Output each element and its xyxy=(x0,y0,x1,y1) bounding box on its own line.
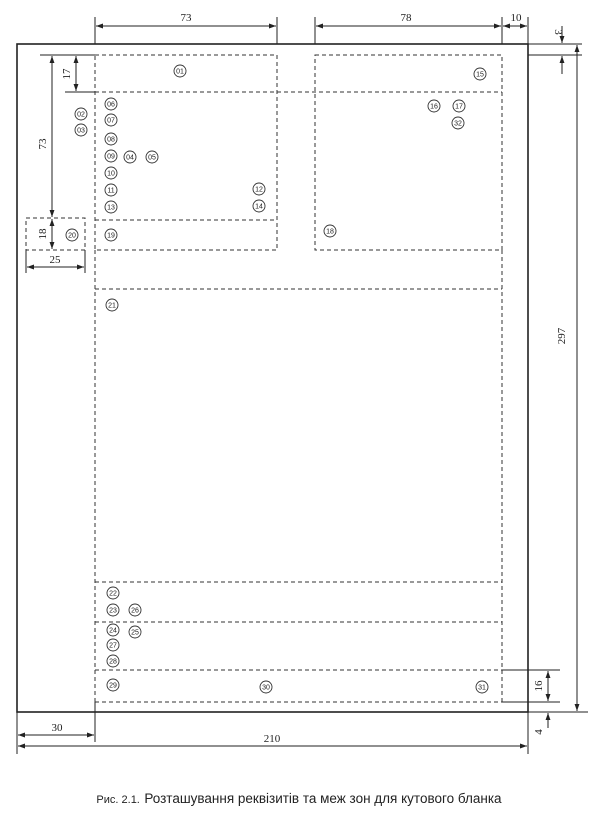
svg-text:06: 06 xyxy=(107,102,115,109)
dim-stamp-height-label: 18 xyxy=(37,228,49,240)
requisite-marker: 08 xyxy=(104,132,118,146)
svg-text:03: 03 xyxy=(77,128,85,135)
requisite-marker: 15 xyxy=(473,67,487,81)
requisite-marker: 29 xyxy=(106,678,120,692)
requisite-marker: 03 xyxy=(74,123,88,137)
svg-text:22: 22 xyxy=(109,591,117,598)
requisite-marker: 24 xyxy=(106,623,120,637)
svg-text:10: 10 xyxy=(107,171,115,178)
stamp-zone xyxy=(25,217,86,251)
svg-text:12: 12 xyxy=(255,187,263,194)
dim-bottom-margin-label: 4 xyxy=(533,729,545,735)
svg-text:29: 29 xyxy=(109,683,117,690)
requisite-marker: 26 xyxy=(128,603,142,617)
svg-text:01: 01 xyxy=(176,69,184,76)
svg-text:16: 16 xyxy=(430,104,438,111)
left-header-zone xyxy=(94,54,278,251)
svg-text:11: 11 xyxy=(107,188,114,195)
svg-text:25: 25 xyxy=(131,630,139,637)
requisite-marker: 18 xyxy=(323,224,337,238)
svg-text:23: 23 xyxy=(109,608,117,615)
dim-bottom-zone-height-label: 16 xyxy=(533,680,545,692)
figure-caption-text: Розташування реквізитів та меж зон для к… xyxy=(144,791,502,806)
requisite-marker: 32 xyxy=(451,116,465,130)
requisite-marker: 06 xyxy=(104,97,118,111)
dim-right-margin-label: 10 xyxy=(511,12,523,24)
svg-text:32: 32 xyxy=(454,121,462,128)
requisite-marker: 10 xyxy=(104,166,118,180)
dim-block-height-label: 73 xyxy=(37,138,49,150)
svg-text:30: 30 xyxy=(262,685,270,692)
requisite-marker: 21 xyxy=(105,298,119,312)
figure-caption: Рис. 2.1. Розташування реквізитів та меж… xyxy=(0,790,598,808)
svg-text:20: 20 xyxy=(68,233,76,240)
svg-text:08: 08 xyxy=(107,137,115,144)
requisite-marker: 11 xyxy=(104,183,118,197)
requisite-marker: 09 xyxy=(104,149,118,163)
requisite-marker: 12 xyxy=(252,182,266,196)
svg-text:27: 27 xyxy=(109,643,117,650)
svg-text:13: 13 xyxy=(107,205,115,212)
requisite-marker: 05 xyxy=(145,150,159,164)
svg-text:26: 26 xyxy=(131,608,139,615)
requisite-marker: 22 xyxy=(106,586,120,600)
svg-text:09: 09 xyxy=(107,154,115,161)
requisite-marker: 27 xyxy=(106,638,120,652)
svg-text:18: 18 xyxy=(326,229,334,236)
requisite-marker: 16 xyxy=(427,99,441,113)
requisite-marker: 23 xyxy=(106,603,120,617)
requisite-marker: 25 xyxy=(128,625,142,639)
dimension-lines: 73 78 10 3 297 16 4 17 73 xyxy=(16,12,588,754)
dim-page-width-label: 210 xyxy=(264,733,281,745)
zone-boundaries xyxy=(25,54,503,703)
dim-stamp-width-label: 25 xyxy=(50,254,62,266)
svg-text:24: 24 xyxy=(109,628,117,635)
requisite-marker: 20 xyxy=(65,228,79,242)
svg-text:19: 19 xyxy=(107,233,115,240)
dim-page-height-label: 297 xyxy=(556,327,568,344)
svg-text:05: 05 xyxy=(148,155,156,162)
svg-text:14: 14 xyxy=(255,204,263,211)
dim-top-left-width-label: 73 xyxy=(181,12,193,24)
requisite-marker: 17 xyxy=(452,99,466,113)
requisite-marker: 31 xyxy=(475,680,489,694)
svg-text:21: 21 xyxy=(108,303,116,310)
requisite-marker: 07 xyxy=(104,113,118,127)
svg-text:17: 17 xyxy=(455,104,463,111)
requisite-markers: 01 02 03 04 05 06 07 08 09 10 11 12 13 1… xyxy=(65,64,489,694)
svg-text:02: 02 xyxy=(77,112,85,119)
svg-text:07: 07 xyxy=(107,118,115,125)
dim-top-offset-label: 3 xyxy=(552,29,564,35)
requisite-marker: 28 xyxy=(106,654,120,668)
figure-caption-label: Рис. 2.1. xyxy=(96,794,140,806)
svg-text:04: 04 xyxy=(126,155,134,162)
svg-text:31: 31 xyxy=(478,685,486,692)
requisite-marker: 30 xyxy=(259,680,273,694)
requisite-marker: 02 xyxy=(74,107,88,121)
requisite-marker: 04 xyxy=(123,150,137,164)
dim-top-right-width-label: 78 xyxy=(401,12,413,24)
requisite-marker: 13 xyxy=(104,200,118,214)
dim-left-margin-label: 30 xyxy=(52,722,64,734)
page-border xyxy=(16,43,529,713)
dim-header-height-label: 17 xyxy=(61,68,73,80)
requisite-marker: 19 xyxy=(104,228,118,242)
svg-text:15: 15 xyxy=(476,72,484,79)
requisite-marker: 14 xyxy=(252,199,266,213)
requisite-marker: 01 xyxy=(173,64,187,78)
right-header-zone xyxy=(314,54,503,251)
svg-text:28: 28 xyxy=(109,659,117,666)
